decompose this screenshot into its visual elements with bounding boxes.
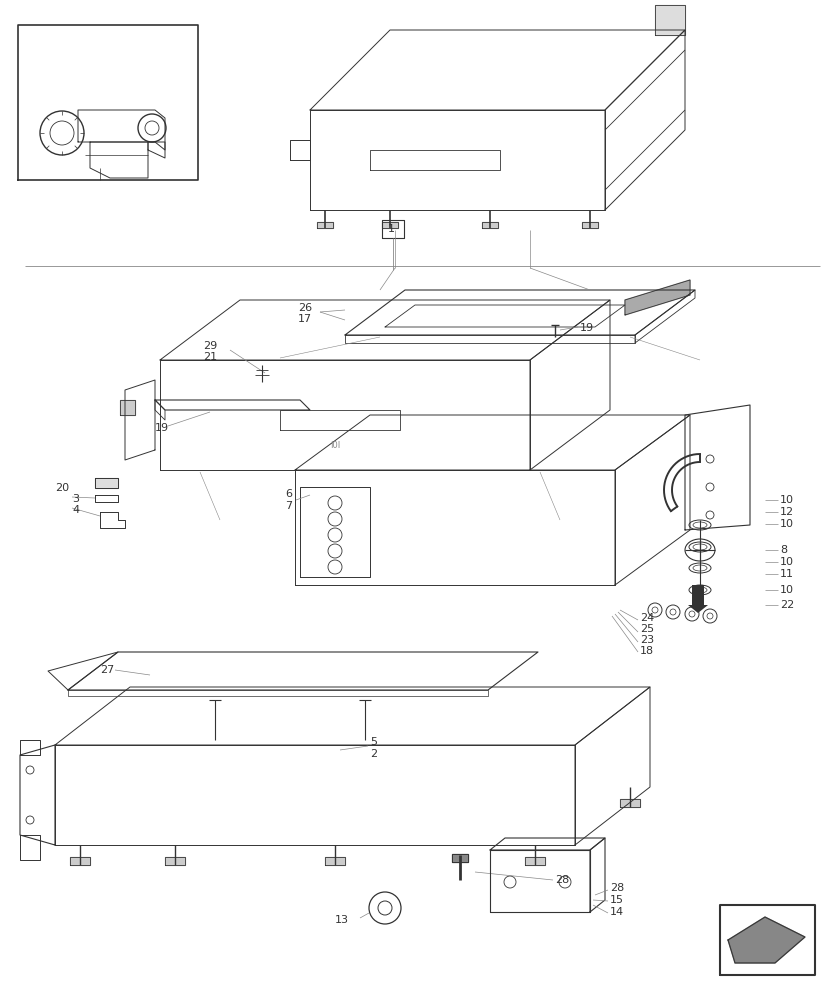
Text: 20: 20 xyxy=(55,483,69,493)
Polygon shape xyxy=(452,854,467,862)
Text: 26: 26 xyxy=(298,303,312,313)
Polygon shape xyxy=(619,799,639,807)
Text: 10: 10 xyxy=(779,495,793,505)
Text: 10: 10 xyxy=(779,557,793,567)
Text: 17: 17 xyxy=(298,314,312,324)
Text: 19: 19 xyxy=(579,323,594,333)
Polygon shape xyxy=(654,5,684,35)
Text: 19: 19 xyxy=(155,423,169,433)
Text: 7: 7 xyxy=(284,501,292,511)
Polygon shape xyxy=(95,478,118,488)
Text: 22: 22 xyxy=(779,600,793,610)
Text: 21: 21 xyxy=(203,352,217,362)
Text: 28: 28 xyxy=(554,875,569,885)
FancyArrow shape xyxy=(687,585,707,613)
Text: 10: 10 xyxy=(779,519,793,529)
Text: 4: 4 xyxy=(72,505,79,515)
Text: I0I: I0I xyxy=(330,440,340,450)
Text: 12: 12 xyxy=(779,507,793,517)
Polygon shape xyxy=(524,857,544,865)
Text: 23: 23 xyxy=(639,635,653,645)
Text: 27: 27 xyxy=(100,665,114,675)
Text: 2: 2 xyxy=(370,749,376,759)
Text: 1: 1 xyxy=(388,224,394,234)
Polygon shape xyxy=(165,857,184,865)
Text: 25: 25 xyxy=(639,624,653,634)
Text: 11: 11 xyxy=(779,569,793,579)
Text: 3: 3 xyxy=(72,494,79,504)
Polygon shape xyxy=(70,857,90,865)
Polygon shape xyxy=(727,917,804,963)
Text: 13: 13 xyxy=(335,915,348,925)
Text: 5: 5 xyxy=(370,737,376,747)
Polygon shape xyxy=(317,222,332,228)
Text: 29: 29 xyxy=(203,341,217,351)
Polygon shape xyxy=(120,400,135,415)
Polygon shape xyxy=(581,222,597,228)
Text: 28: 28 xyxy=(609,883,624,893)
Text: 24: 24 xyxy=(639,613,653,623)
Polygon shape xyxy=(325,857,345,865)
Text: 6: 6 xyxy=(284,489,292,499)
Text: 18: 18 xyxy=(639,646,653,656)
Polygon shape xyxy=(381,222,398,228)
Text: 15: 15 xyxy=(609,895,624,905)
Text: 10: 10 xyxy=(779,585,793,595)
Text: 14: 14 xyxy=(609,907,624,917)
Text: 8: 8 xyxy=(779,545,786,555)
Polygon shape xyxy=(624,280,689,315)
Polygon shape xyxy=(481,222,497,228)
